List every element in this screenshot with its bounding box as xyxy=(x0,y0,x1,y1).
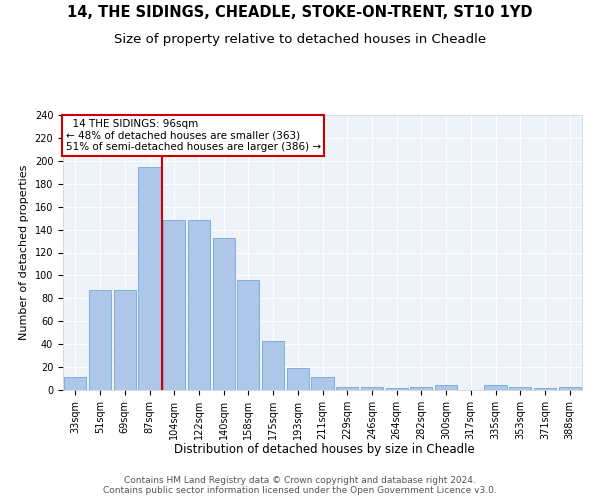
Bar xyxy=(559,386,581,390)
Bar xyxy=(262,340,284,390)
Bar xyxy=(435,386,457,390)
Y-axis label: Number of detached properties: Number of detached properties xyxy=(19,165,29,340)
Text: Contains HM Land Registry data © Crown copyright and database right 2024.
Contai: Contains HM Land Registry data © Crown c… xyxy=(103,476,497,495)
Bar xyxy=(163,220,185,390)
Text: Distribution of detached houses by size in Cheadle: Distribution of detached houses by size … xyxy=(173,442,475,456)
Bar xyxy=(89,290,111,390)
Bar xyxy=(188,220,210,390)
Bar xyxy=(410,386,433,390)
Bar xyxy=(484,386,506,390)
Bar xyxy=(534,388,556,390)
Bar xyxy=(336,386,358,390)
Bar xyxy=(113,290,136,390)
Bar xyxy=(509,386,532,390)
Bar xyxy=(64,378,86,390)
Bar xyxy=(212,238,235,390)
Bar xyxy=(287,368,309,390)
Text: 14 THE SIDINGS: 96sqm
← 48% of detached houses are smaller (363)
51% of semi-det: 14 THE SIDINGS: 96sqm ← 48% of detached … xyxy=(65,119,321,152)
Text: 14, THE SIDINGS, CHEADLE, STOKE-ON-TRENT, ST10 1YD: 14, THE SIDINGS, CHEADLE, STOKE-ON-TRENT… xyxy=(67,5,533,20)
Bar xyxy=(311,378,334,390)
Bar xyxy=(139,166,161,390)
Bar xyxy=(386,388,408,390)
Text: Size of property relative to detached houses in Cheadle: Size of property relative to detached ho… xyxy=(114,32,486,46)
Bar xyxy=(361,386,383,390)
Bar xyxy=(237,280,259,390)
